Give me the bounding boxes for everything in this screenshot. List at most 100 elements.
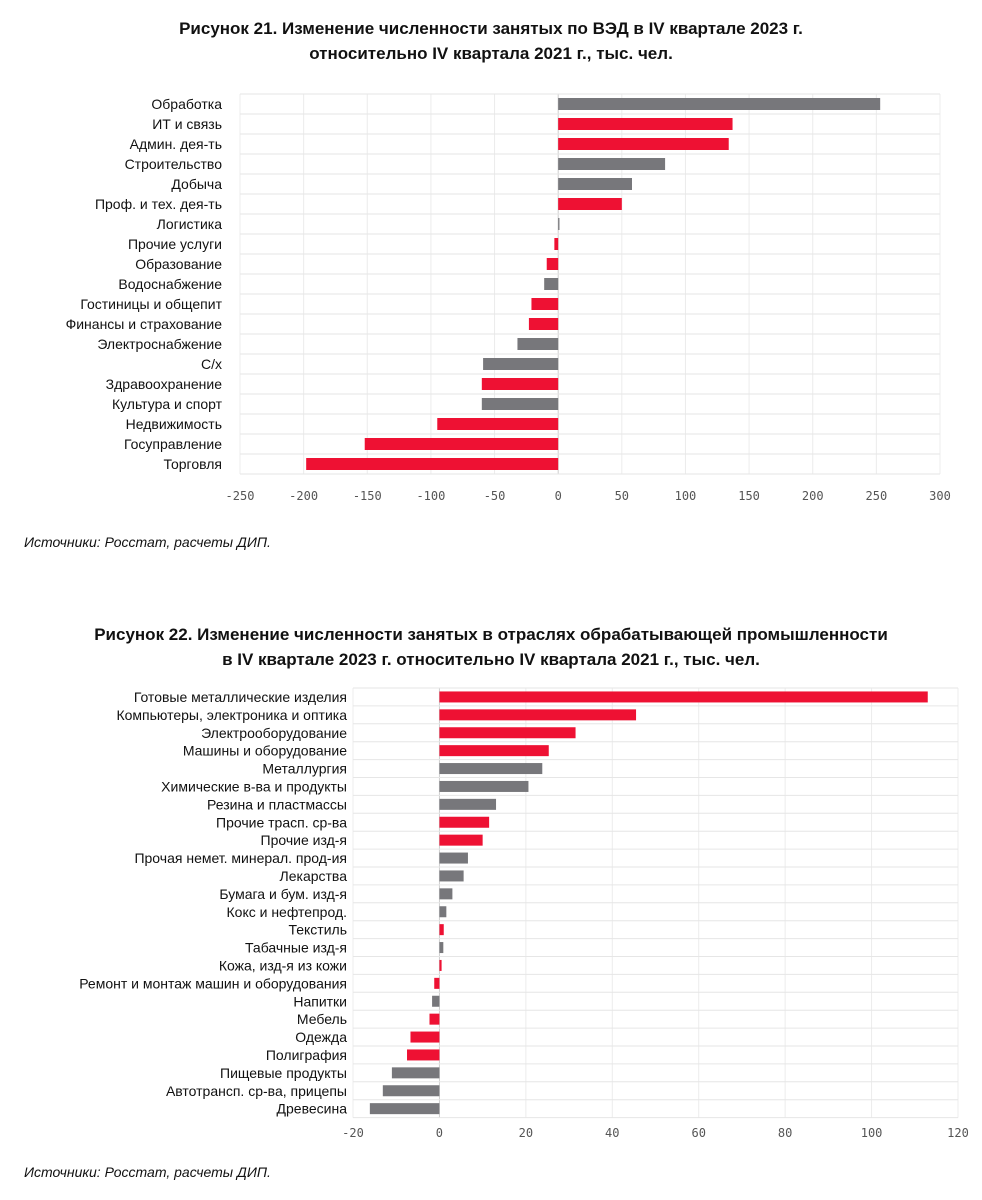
category-label: Прочая немет. минерал. прод-ия: [134, 850, 347, 866]
bar: [439, 870, 464, 882]
x-tick-label: -50: [484, 489, 506, 503]
bar: [481, 398, 559, 410]
category-label: Прочие трасп. ср-ва: [216, 814, 347, 830]
category-label: Прочие услуги: [128, 236, 222, 252]
x-tick-label: -150: [353, 489, 382, 503]
category-label: Лекарства: [280, 868, 348, 884]
bar: [439, 888, 453, 900]
bar: [439, 780, 529, 792]
x-tick-label: 20: [519, 1126, 533, 1140]
category-label: Полиграфия: [266, 1047, 347, 1063]
chart2-title: Рисунок 22. Изменение численности заняты…: [0, 622, 982, 672]
category-label: Кожа, изд-я из кожи: [219, 957, 347, 973]
x-tick-label: 300: [929, 489, 951, 503]
chart2-svg: -20 0 20 40 60 80 100 120 Готовые металлические …: [79, 687, 969, 1140]
category-label: Химические в-ва и продукты: [161, 778, 347, 794]
bar: [544, 278, 559, 290]
bar: [382, 1085, 440, 1097]
category-label: Торговля: [164, 456, 222, 472]
category-label: Кокс и нефтепрод.: [227, 904, 348, 920]
bar: [364, 438, 559, 450]
bar: [432, 995, 440, 1007]
bar: [369, 1103, 440, 1115]
bar: [429, 1013, 440, 1025]
category-label: Культура и спорт: [112, 396, 223, 412]
bar: [407, 1049, 440, 1061]
category-label: Компьютеры, электроника и оптика: [116, 707, 347, 723]
bar: [306, 458, 559, 470]
category-label: Финансы и страхование: [66, 316, 223, 332]
bar: [439, 906, 447, 918]
bar: [558, 158, 666, 170]
category-label: Пищевые продукты: [220, 1065, 347, 1081]
category-label: Прочие изд-я: [261, 832, 347, 848]
bar: [439, 959, 442, 971]
bar: [439, 924, 444, 936]
category-label: Логистика: [157, 216, 223, 232]
chart1-title-line2: относительно IV квартала 2021 г., тыс. ч…: [309, 44, 673, 63]
category-label: Недвижимость: [126, 416, 222, 432]
category-label: С/х: [201, 356, 222, 372]
x-tick-label: 150: [738, 489, 760, 503]
category-label: ИТ и связь: [152, 116, 222, 132]
chart2-title-line2: в IV квартале 2023 г. относительно IV кв…: [222, 650, 760, 669]
bar: [410, 1031, 440, 1043]
bar: [437, 418, 559, 430]
bar: [439, 691, 928, 703]
category-label: Мебель: [297, 1011, 347, 1027]
bar: [558, 198, 622, 210]
bar: [483, 358, 559, 370]
bar: [439, 709, 637, 721]
bar: [531, 298, 559, 310]
category-label: Табачные изд-я: [245, 940, 347, 956]
category-label: Госуправление: [124, 436, 222, 452]
bar: [558, 218, 560, 230]
x-tick-label: 100: [675, 489, 697, 503]
bar: [558, 178, 632, 190]
category-label: Автотрансп. ср-ва, прицепы: [166, 1083, 347, 1099]
bar: [554, 238, 559, 250]
bar: [481, 378, 559, 390]
x-tick-label: 250: [866, 489, 888, 503]
category-label: Строительство: [125, 156, 223, 172]
category-label: Готовые металлические изделия: [134, 689, 347, 705]
category-label: Одежда: [295, 1029, 347, 1045]
category-label: Образование: [135, 256, 222, 272]
x-tick-label: 60: [691, 1126, 705, 1140]
bar: [439, 852, 468, 864]
chart1-svg: -250 -200 -150 -100 -50 0 50 100 150 200 250 300 Обр…: [66, 93, 951, 503]
chart2-source: Источники: Росстат, расчеты ДИП.: [24, 1164, 271, 1180]
category-label: Здравоохранение: [106, 376, 223, 392]
category-label: Админ. дея-ть: [130, 136, 222, 152]
x-tick-label: 100: [861, 1126, 883, 1140]
bar: [439, 763, 543, 775]
x-tick-label: 200: [802, 489, 824, 503]
x-tick-label: 120: [947, 1126, 969, 1140]
x-tick-label: -100: [416, 489, 445, 503]
bar: [528, 318, 559, 330]
bar: [439, 942, 444, 954]
category-label: Металлургия: [262, 761, 347, 777]
x-tick-label: 40: [605, 1126, 619, 1140]
category-label: Проф. и тех. дея-ть: [95, 196, 222, 212]
chart2-title-line1: Рисунок 22. Изменение численности заняты…: [94, 625, 888, 644]
bar: [558, 118, 733, 130]
x-tick-label: 0: [555, 489, 562, 503]
category-label: Машины и оборудование: [183, 743, 347, 759]
category-label: Резина и пластмассы: [207, 796, 347, 812]
bar: [546, 258, 559, 270]
bar: [439, 745, 549, 757]
bar: [391, 1067, 440, 1079]
bar: [558, 98, 881, 110]
bar: [439, 798, 497, 810]
bar: [517, 338, 559, 350]
chart1-title-line1: Рисунок 21. Изменение численности заняты…: [179, 19, 803, 38]
x-tick-label: 80: [778, 1126, 792, 1140]
category-label: Текстиль: [288, 922, 347, 938]
chart1-source: Источники: Росстат, расчеты ДИП.: [24, 534, 271, 550]
x-tick-label: -20: [342, 1126, 364, 1140]
category-label: Ремонт и монтаж машин и оборудования: [79, 975, 347, 991]
bar: [439, 834, 483, 846]
x-tick-label: 0: [436, 1126, 443, 1140]
